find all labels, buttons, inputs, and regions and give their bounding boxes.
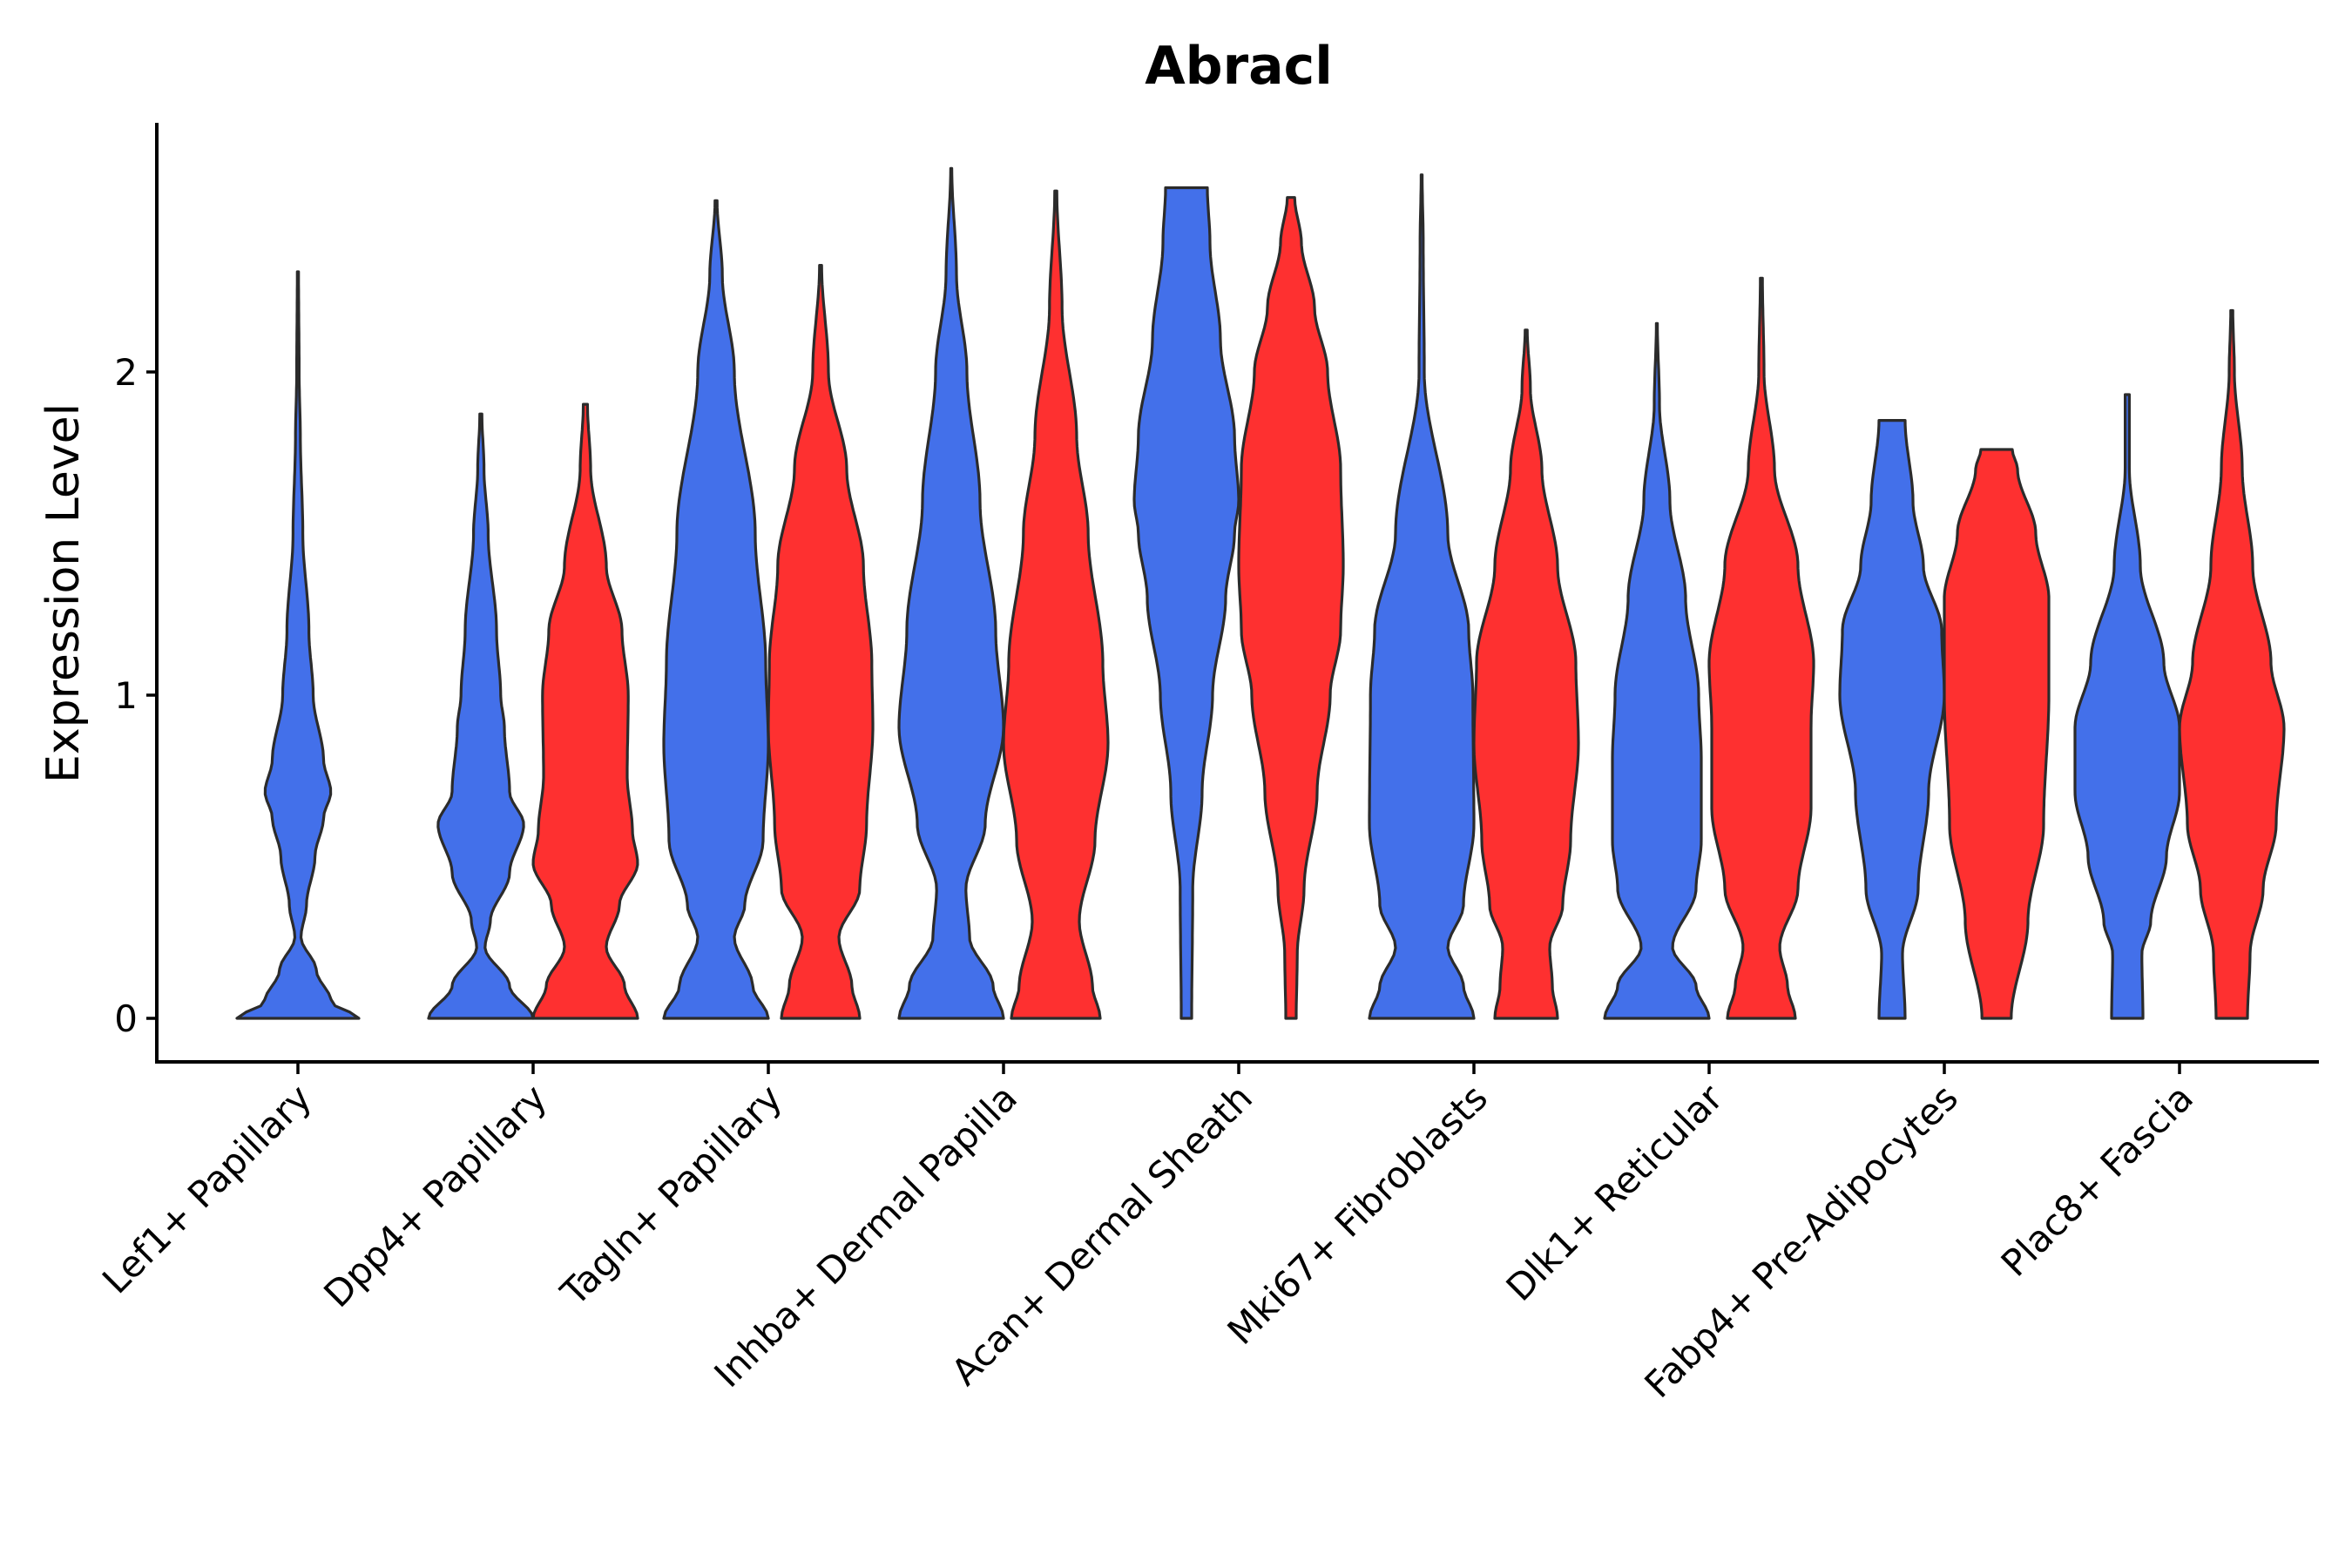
chart-title: Abracl (1145, 36, 1333, 97)
violin-red-7 (1943, 448, 2051, 1020)
y-tick-label: 0 (114, 997, 138, 1040)
y-ticks: 0 1 2 (114, 351, 157, 1040)
violins (235, 166, 2286, 1020)
violin-blue-0 (235, 270, 361, 1020)
violin-blue-3 (897, 166, 1005, 1020)
y-tick-label: 1 (114, 674, 138, 717)
violin-blue-8 (2073, 393, 2181, 1020)
y-axis-label: Expression Level (37, 403, 90, 783)
x-tick-label: Mki67+ Fibroblasts (1220, 1076, 1496, 1352)
x-tick-label: Tagln+ Papillary (552, 1076, 790, 1314)
violin-blue-2 (662, 199, 770, 1020)
violin-red-6 (1707, 276, 1815, 1020)
x-tick-label: Dpp4+ Papillary (315, 1076, 555, 1315)
violin-blue-4 (1132, 186, 1240, 1020)
violin-red-5 (1472, 328, 1580, 1020)
violin-red-3 (1002, 189, 1110, 1020)
y-tick-label: 2 (114, 351, 138, 394)
violin-blue-7 (1838, 419, 1946, 1020)
violin-red-1 (531, 402, 639, 1020)
x-tick-label: Plac8+ Fascia (1993, 1076, 2201, 1284)
x-tick-label: Lef1+ Papillary (94, 1076, 320, 1301)
violin-red-2 (767, 264, 875, 1020)
violin-blue-6 (1603, 321, 1711, 1020)
violin-red-8 (2178, 308, 2286, 1020)
x-tick-label: Dlk1+ Reticular (1498, 1076, 1732, 1309)
violin-red-4 (1237, 196, 1345, 1020)
violin-blue-1 (427, 412, 535, 1020)
violin-blue-5 (1368, 173, 1476, 1020)
